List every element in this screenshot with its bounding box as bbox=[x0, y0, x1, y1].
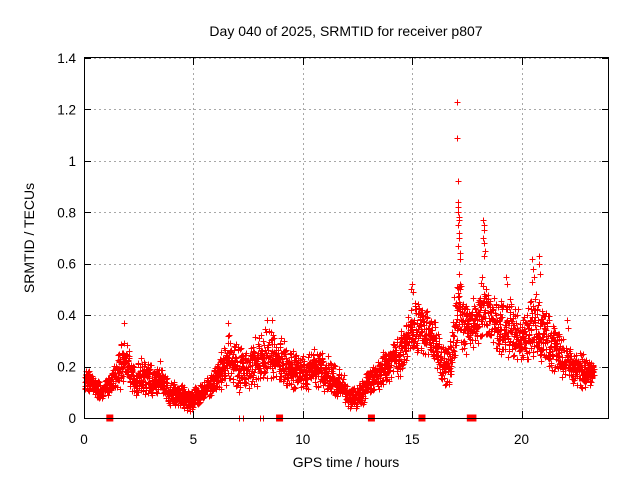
y-tick-label: 0.4 bbox=[57, 308, 76, 323]
axis-ticks bbox=[84, 58, 609, 419]
y-tick-label: 0.2 bbox=[57, 360, 76, 375]
scatter-points-path bbox=[82, 99, 598, 422]
x-axis-label: GPS time / hours bbox=[293, 454, 400, 470]
tick-labels: 0 5 10 15 20 0 0.2 0.4 0.6 0.8 1 1.2 1.4 bbox=[57, 51, 529, 447]
x-tick-label: 0 bbox=[80, 432, 88, 447]
y-tick-label: 1.4 bbox=[57, 51, 76, 66]
y-tick-label: 1 bbox=[68, 154, 76, 169]
x-tick-label: 20 bbox=[514, 432, 529, 447]
y-tick-label: 1.2 bbox=[57, 102, 76, 117]
scatter-points bbox=[82, 99, 598, 422]
x-tick-label: 10 bbox=[295, 432, 310, 447]
y-axis-label: SRMTID / TECUs bbox=[21, 183, 37, 293]
x-tick-label: 5 bbox=[190, 432, 198, 447]
y-tick-label: 0.8 bbox=[57, 205, 76, 220]
chart-title: Day 040 of 2025, SRMTID for receiver p80… bbox=[209, 23, 482, 39]
x-tick-label: 15 bbox=[405, 432, 420, 447]
grid-lines bbox=[84, 58, 609, 418]
y-tick-label: 0 bbox=[68, 411, 76, 426]
y-tick-label: 0.6 bbox=[57, 257, 76, 272]
plot-frame bbox=[84, 57, 609, 419]
